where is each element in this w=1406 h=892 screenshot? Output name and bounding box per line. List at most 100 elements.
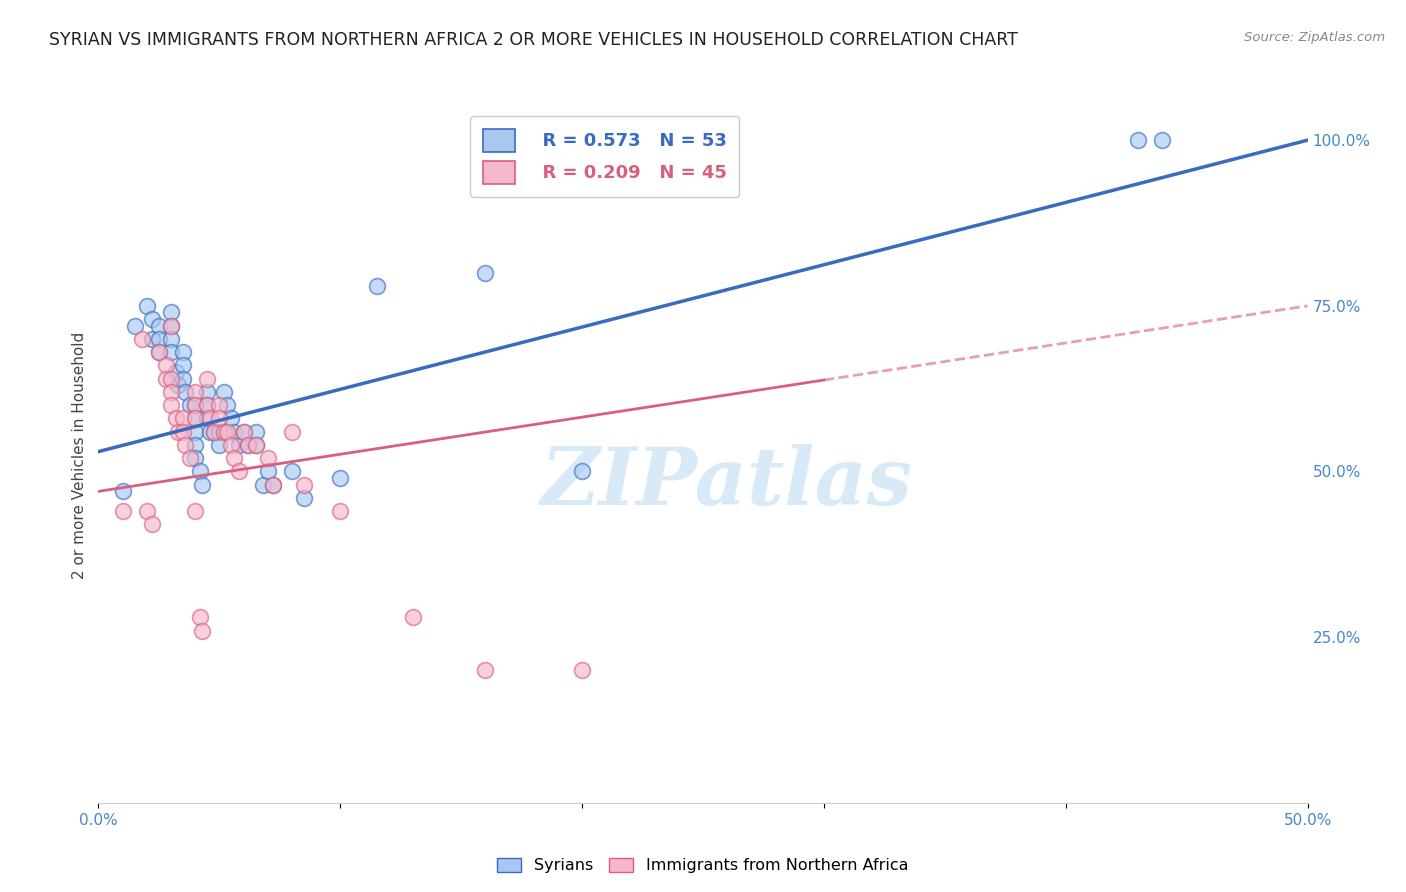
Point (148, 345, 170, 359)
Point (222, 425, 245, 439)
Point (155, 359, 177, 373)
Point (252, 477, 274, 491)
Point (141, 332, 163, 346)
Point (222, 451, 245, 466)
Point (228, 438, 250, 452)
Point (184, 398, 207, 412)
Point (124, 318, 146, 333)
Point (221, 438, 243, 452)
Point (245, 438, 267, 452)
Point (366, 279, 388, 293)
Point (160, 372, 183, 386)
Point (148, 345, 170, 359)
Point (160, 318, 183, 333)
Point (174, 438, 197, 452)
Point (195, 398, 218, 412)
Legend: Syrians, Immigrants from Northern Africa: Syrians, Immigrants from Northern Africa (491, 851, 915, 880)
Point (135, 504, 157, 518)
Point (174, 384, 197, 399)
Point (402, 610, 425, 624)
Point (184, 411, 207, 425)
Legend:   R = 0.573   N = 53,   R = 0.209   N = 45: R = 0.573 N = 53, R = 0.209 N = 45 (470, 116, 740, 197)
Point (111, 484, 134, 499)
Point (184, 425, 207, 439)
Point (195, 398, 218, 412)
Point (179, 451, 201, 466)
Point (1128, 133, 1150, 147)
Point (184, 384, 207, 399)
Point (292, 477, 315, 491)
Point (228, 465, 250, 479)
Point (172, 411, 194, 425)
Point (232, 425, 254, 439)
Point (160, 398, 183, 412)
Point (195, 372, 218, 386)
Point (165, 411, 187, 425)
Point (571, 465, 593, 479)
Point (292, 491, 315, 505)
Point (212, 384, 235, 399)
Point (208, 425, 231, 439)
Point (198, 425, 221, 439)
Point (232, 425, 254, 439)
Point (256, 465, 278, 479)
Point (179, 398, 201, 412)
Point (155, 372, 177, 386)
Point (141, 312, 163, 326)
Point (172, 359, 194, 373)
Point (215, 425, 238, 439)
Point (184, 451, 207, 466)
Point (160, 305, 183, 319)
Point (165, 365, 187, 379)
Point (167, 378, 190, 392)
Point (238, 438, 260, 452)
Point (474, 266, 496, 280)
Point (160, 345, 183, 359)
Point (191, 477, 214, 491)
Point (172, 425, 194, 439)
Point (184, 398, 207, 412)
Point (148, 332, 170, 346)
Point (571, 663, 593, 677)
Point (238, 438, 260, 452)
Point (148, 318, 170, 333)
Point (172, 345, 194, 359)
Point (131, 332, 153, 346)
Point (262, 477, 284, 491)
Point (135, 299, 157, 313)
Point (188, 610, 211, 624)
Point (198, 411, 221, 425)
Point (474, 663, 496, 677)
Point (160, 318, 183, 333)
Point (1152, 133, 1174, 147)
Point (184, 438, 207, 452)
Point (204, 425, 226, 439)
Point (281, 425, 304, 439)
Text: ZIPatlas: ZIPatlas (541, 444, 914, 522)
Point (184, 411, 207, 425)
Point (195, 411, 218, 425)
Point (167, 425, 190, 439)
Text: SYRIAN VS IMMIGRANTS FROM NORTHERN AFRICA 2 OR MORE VEHICLES IN HOUSEHOLD CORREL: SYRIAN VS IMMIGRANTS FROM NORTHERN AFRIC… (49, 31, 1018, 49)
Point (208, 411, 231, 425)
Point (215, 398, 238, 412)
Point (160, 332, 183, 346)
Point (208, 398, 231, 412)
Point (204, 425, 226, 439)
Point (141, 517, 163, 532)
Y-axis label: 2 or more Vehicles in Household: 2 or more Vehicles in Household (72, 331, 87, 579)
Point (172, 372, 194, 386)
Point (188, 465, 211, 479)
Point (329, 504, 352, 518)
Point (245, 425, 267, 439)
Point (221, 411, 243, 425)
Point (256, 451, 278, 466)
Point (329, 471, 352, 485)
Point (281, 465, 304, 479)
Point (111, 504, 134, 518)
Point (160, 384, 183, 399)
Point (195, 384, 218, 399)
Point (191, 624, 214, 638)
Point (262, 477, 284, 491)
Point (184, 504, 207, 518)
